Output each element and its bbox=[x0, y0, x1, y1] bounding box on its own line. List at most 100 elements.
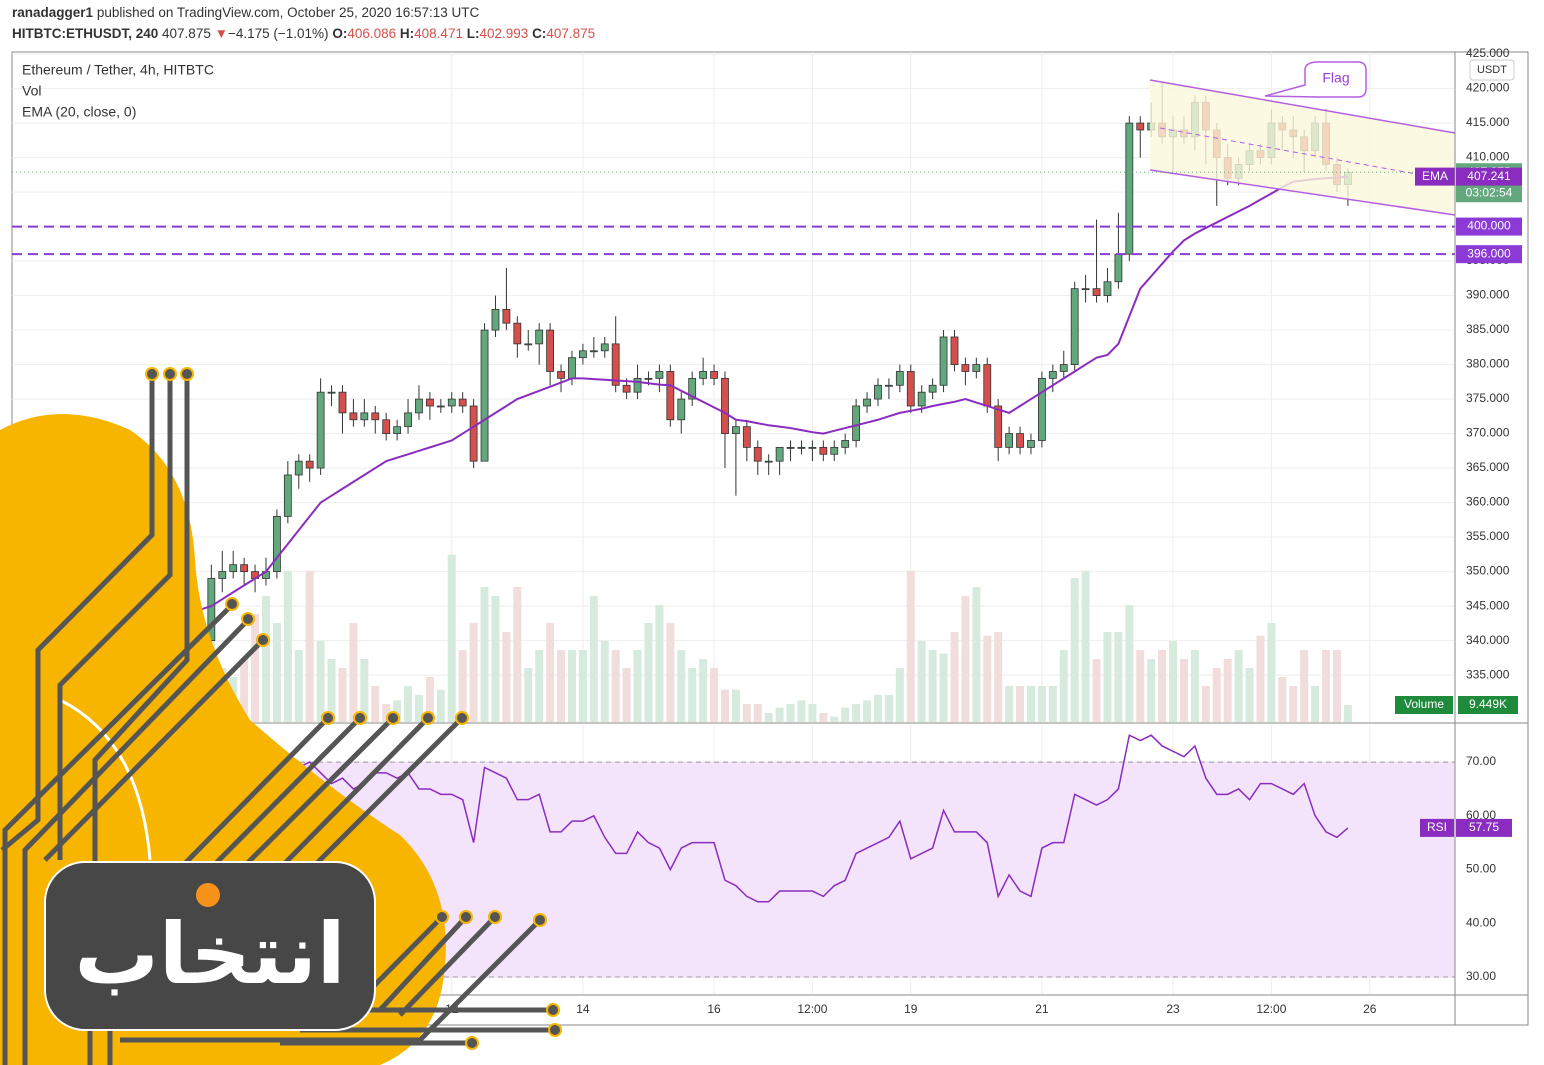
volume-bar bbox=[764, 712, 773, 722]
volume-bar bbox=[1016, 685, 1025, 722]
candle-body bbox=[305, 460, 314, 469]
candle-body bbox=[273, 515, 281, 572]
volume-bar bbox=[1136, 649, 1145, 722]
volume-bar bbox=[305, 570, 314, 722]
candle-body bbox=[579, 350, 587, 359]
volume-bar bbox=[1201, 685, 1210, 722]
candle-body bbox=[371, 412, 380, 421]
unit-box bbox=[1469, 59, 1515, 81]
volume-bar bbox=[819, 712, 828, 722]
candle-body bbox=[928, 384, 937, 393]
channel-bottom bbox=[1149, 169, 1456, 216]
y-tick-label: 365.000 bbox=[1466, 460, 1510, 474]
volume-bar bbox=[753, 703, 762, 722]
volume-bar bbox=[611, 649, 620, 722]
x-tick-label: 12:00 bbox=[797, 1002, 827, 1016]
candle-body bbox=[218, 571, 227, 579]
candle-body bbox=[950, 336, 959, 365]
candle-body bbox=[469, 405, 478, 462]
candle-body bbox=[972, 364, 981, 372]
candle-body bbox=[655, 371, 664, 379]
volume-bar bbox=[513, 586, 522, 722]
rsi-name-box bbox=[1420, 818, 1454, 837]
candle-body bbox=[633, 377, 642, 393]
volume-bar bbox=[316, 640, 325, 722]
logo-text: انتخاب bbox=[74, 905, 345, 1003]
level-label: 396.000 bbox=[1467, 246, 1511, 260]
volume-bar bbox=[480, 586, 489, 722]
flag-label: Flag bbox=[1322, 70, 1349, 86]
y-tick-label: 335.000 bbox=[1466, 667, 1510, 681]
candle-body bbox=[316, 391, 325, 469]
flag-callout bbox=[1264, 61, 1367, 98]
candle-body bbox=[426, 398, 434, 407]
candle-body bbox=[283, 474, 292, 517]
logo-box bbox=[44, 861, 376, 1031]
y-tick-label: 375.000 bbox=[1466, 391, 1510, 405]
header-quote: HITBTC:ETHUSDT, 240 407.875 ▼−4.175 (−1.… bbox=[12, 26, 595, 41]
volume-bar bbox=[841, 707, 850, 722]
volume-name-box bbox=[1395, 696, 1453, 714]
change: −4.175 (−1.01%) bbox=[228, 26, 329, 41]
volume-bar bbox=[546, 622, 555, 722]
volume-bar bbox=[994, 631, 1003, 722]
l: 402.993 bbox=[479, 26, 528, 41]
x-tick-label: 14 bbox=[576, 1002, 590, 1016]
volume-bar bbox=[928, 649, 937, 722]
candle-body bbox=[480, 329, 489, 462]
volume-bar bbox=[1114, 631, 1123, 722]
volume-bar bbox=[1234, 649, 1243, 722]
l-label: L: bbox=[467, 26, 480, 41]
candle-body bbox=[666, 371, 675, 421]
candle-body bbox=[338, 391, 347, 414]
y-tick-label: 380.000 bbox=[1466, 357, 1510, 371]
volume-bar bbox=[458, 649, 467, 722]
x-tick-label: 26 bbox=[1363, 1002, 1377, 1016]
candle-body bbox=[786, 446, 795, 449]
candle-body bbox=[600, 343, 609, 352]
volume-bar bbox=[1267, 622, 1276, 722]
volume-bar bbox=[600, 640, 609, 722]
rsi-tick-label: 70.00 bbox=[1466, 754, 1496, 768]
volume-bar bbox=[884, 694, 893, 722]
candle-body bbox=[852, 405, 861, 441]
y-tick-label: 345.000 bbox=[1466, 598, 1510, 612]
candle-body bbox=[404, 412, 412, 428]
y-tick-label: 390.000 bbox=[1466, 288, 1510, 302]
x-tick-label: 12:00 bbox=[1256, 1002, 1286, 1016]
volume-bar bbox=[786, 703, 795, 722]
volume-bar bbox=[797, 700, 806, 722]
volume-bar bbox=[1278, 676, 1287, 722]
y-tick-label: 420.000 bbox=[1466, 81, 1510, 95]
volume-bar bbox=[272, 622, 281, 722]
volume-bar bbox=[425, 676, 434, 722]
volume-value: 9.449K bbox=[1469, 697, 1507, 711]
volume-bar bbox=[371, 685, 380, 722]
candle-body bbox=[546, 329, 555, 372]
volume-bar bbox=[524, 667, 533, 722]
volume-bar bbox=[939, 653, 948, 722]
candle-body bbox=[1103, 281, 1112, 296]
y-tick-label: 385.000 bbox=[1466, 322, 1510, 336]
candle-body bbox=[885, 384, 893, 387]
volume-bar bbox=[775, 707, 784, 722]
volume-bar bbox=[349, 622, 358, 722]
volume-bar bbox=[491, 595, 500, 722]
candle-body bbox=[622, 384, 631, 393]
volume-bar bbox=[567, 649, 576, 722]
volume-bar bbox=[699, 658, 708, 722]
candle-body bbox=[1005, 433, 1014, 448]
volume-bar bbox=[1169, 640, 1178, 722]
candle-body bbox=[895, 371, 904, 386]
rsi-tick-label: 30.00 bbox=[1466, 969, 1496, 983]
volume-bar bbox=[1311, 685, 1320, 722]
candle-body bbox=[994, 405, 1003, 448]
o: 406.086 bbox=[347, 26, 396, 41]
volume-bar bbox=[917, 640, 926, 722]
volume-bar bbox=[1081, 570, 1090, 722]
flag-channel: Flag bbox=[1149, 61, 1456, 216]
countdown-box bbox=[1456, 184, 1522, 203]
volume-bar bbox=[535, 649, 544, 722]
candle-body bbox=[1059, 364, 1068, 372]
